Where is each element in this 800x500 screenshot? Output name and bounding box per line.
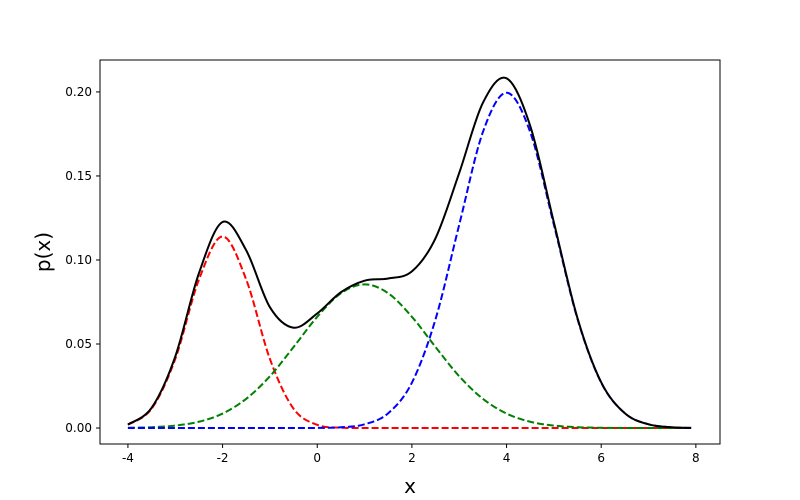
y-tick-label: 0.15 <box>65 169 92 183</box>
x-tick-label: 8 <box>692 451 700 465</box>
density-line <box>127 91 692 430</box>
x-tick-label: 0 <box>313 451 321 465</box>
x-tick-label: -2 <box>217 451 229 465</box>
y-tick-label: 0.20 <box>65 85 92 99</box>
y-tick-label: 0.05 <box>65 337 92 351</box>
plot-frame <box>99 59 721 445</box>
x-tick-label: 4 <box>503 451 511 465</box>
density-line <box>127 76 692 429</box>
density-line <box>127 235 692 430</box>
y-axis-label: p(x) <box>31 232 55 272</box>
x-tick-label: -4 <box>122 451 134 465</box>
x-tick-label: 2 <box>408 451 416 465</box>
y-tick-label: 0.10 <box>65 253 92 267</box>
x-axis-label: x <box>404 474 416 498</box>
x-tick-label: 6 <box>597 451 605 465</box>
y-tick-label: 0.00 <box>65 421 92 435</box>
density-line <box>127 283 692 430</box>
